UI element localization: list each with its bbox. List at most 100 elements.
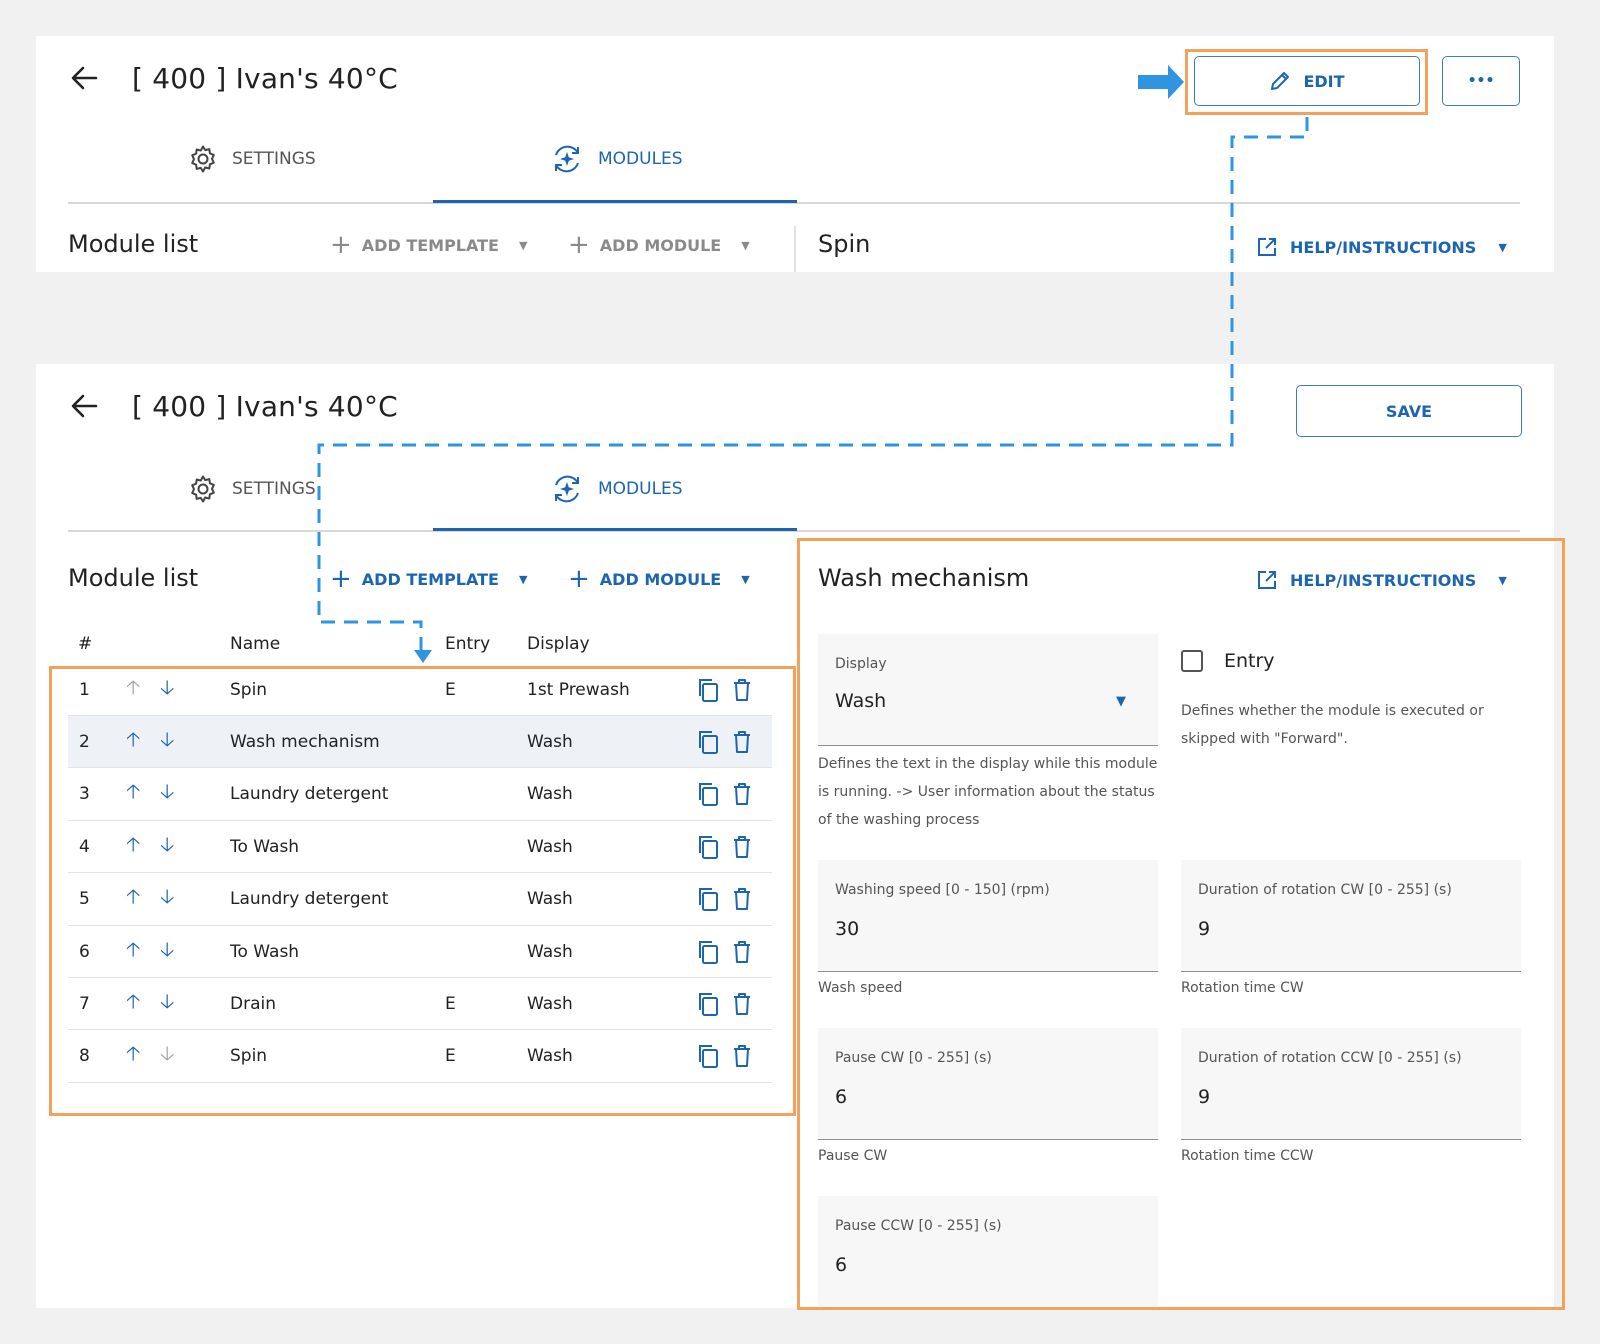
copy-icon[interactable] bbox=[696, 821, 720, 872]
more-options-button[interactable]: ••• bbox=[1442, 56, 1520, 106]
row-display: Wash bbox=[527, 1046, 573, 1067]
gear-icon bbox=[188, 144, 218, 174]
copy-icon[interactable] bbox=[696, 874, 720, 925]
copy-icon[interactable] bbox=[696, 664, 720, 715]
row-number: 1 bbox=[79, 679, 90, 700]
move-down-icon[interactable]: 🡣 bbox=[160, 674, 175, 699]
washing-speed-label: Washing speed [0 - 150] (rpm) bbox=[835, 882, 1050, 898]
row-name: To Wash bbox=[230, 836, 300, 857]
row-display: Wash bbox=[527, 889, 573, 910]
move-down-icon[interactable]: 🡣 bbox=[160, 831, 175, 856]
move-down-icon[interactable]: 🡣 bbox=[160, 726, 175, 751]
tab-settings-label: SETTINGS bbox=[232, 479, 316, 499]
pause-ccw-input[interactable]: Pause CCW [0 - 255] (s) 6 bbox=[818, 1196, 1158, 1306]
table-row[interactable]: 3 🡡 🡣 Laundry detergent Wash bbox=[68, 769, 772, 821]
rotation-cw-input[interactable]: Duration of rotation CW [0 - 255] (s) 9 bbox=[1181, 860, 1521, 972]
back-arrow-icon[interactable] bbox=[70, 392, 98, 420]
row-name: Laundry detergent bbox=[230, 889, 389, 910]
plus-icon: + bbox=[330, 230, 352, 260]
add-module-button[interactable]: + ADD MODULE ▼ bbox=[568, 564, 750, 594]
table-row[interactable]: 2 🡡 🡣 Wash mechanism Wash bbox=[68, 716, 772, 769]
move-down-icon[interactable]: 🡣 bbox=[160, 884, 175, 909]
active-tab-indicator bbox=[433, 528, 797, 531]
table-row[interactable]: 7 🡡 🡣 Drain E Wash bbox=[68, 978, 772, 1031]
move-down-icon[interactable]: 🡣 bbox=[160, 779, 175, 804]
washing-speed-input[interactable]: Washing speed [0 - 150] (rpm) 30 bbox=[818, 860, 1158, 972]
row-name: To Wash bbox=[230, 941, 300, 962]
move-up-icon[interactable]: 🡡 bbox=[126, 779, 141, 804]
washing-speed-hint: Wash speed bbox=[818, 980, 903, 996]
edit-button[interactable]: EDIT bbox=[1194, 56, 1420, 106]
chevron-down-icon: ▼ bbox=[518, 572, 528, 586]
row-display: Wash bbox=[527, 836, 573, 857]
move-up-icon[interactable]: 🡡 bbox=[126, 831, 141, 856]
delete-icon[interactable] bbox=[732, 978, 752, 1029]
move-down-icon[interactable]: 🡣 bbox=[160, 988, 175, 1013]
row-number: 3 bbox=[79, 784, 90, 805]
move-down-icon[interactable]: 🡣 bbox=[160, 1041, 175, 1066]
delete-icon[interactable] bbox=[732, 716, 752, 767]
delete-icon[interactable] bbox=[732, 1031, 752, 1082]
copy-icon[interactable] bbox=[696, 769, 720, 820]
move-up-icon[interactable]: 🡡 bbox=[126, 936, 141, 961]
delete-icon[interactable] bbox=[732, 821, 752, 872]
edit-highlight-box bbox=[1185, 49, 1428, 115]
tab-settings[interactable]: SETTINGS bbox=[188, 144, 316, 174]
row-name: Spin bbox=[230, 679, 268, 700]
row-name: Wash mechanism bbox=[230, 731, 380, 752]
table-row[interactable]: 5 🡡 🡣 Laundry detergent Wash bbox=[68, 874, 772, 926]
chevron-down-icon: ▼ bbox=[741, 572, 750, 586]
row-display: Wash bbox=[527, 941, 573, 962]
delete-icon[interactable] bbox=[732, 926, 752, 977]
module-list-title: Module list bbox=[68, 230, 199, 258]
table-row[interactable]: 6 🡡 🡣 To Wash Wash bbox=[68, 926, 772, 978]
display-select-value: Wash bbox=[835, 690, 887, 712]
save-button-label: SAVE bbox=[1385, 401, 1433, 421]
move-up-icon[interactable]: 🡡 bbox=[126, 674, 141, 699]
rotation-ccw-input[interactable]: Duration of rotation CCW [0 - 255] (s) 9 bbox=[1181, 1028, 1521, 1140]
table-row[interactable]: 1 🡡 🡣 Spin E 1st Prewash bbox=[68, 664, 772, 716]
delete-icon[interactable] bbox=[732, 769, 752, 820]
chevron-down-icon: ▼ bbox=[1498, 240, 1507, 254]
tab-modules[interactable]: MODULES bbox=[550, 142, 683, 176]
row-display: Wash bbox=[527, 993, 573, 1014]
row-number: 4 bbox=[79, 836, 90, 857]
move-up-icon[interactable]: 🡡 bbox=[126, 988, 141, 1013]
move-down-icon[interactable]: 🡣 bbox=[160, 936, 175, 961]
move-up-icon[interactable]: 🡡 bbox=[126, 726, 141, 751]
help-instructions-button[interactable]: HELP/INSTRUCTIONS ▼ bbox=[1256, 236, 1507, 258]
table-row[interactable]: 8 🡡 🡣 Spin E Wash bbox=[68, 1031, 772, 1083]
tab-settings[interactable]: SETTINGS bbox=[188, 474, 316, 504]
add-template-label: ADD TEMPLATE bbox=[361, 569, 499, 589]
copy-icon[interactable] bbox=[696, 926, 720, 977]
row-entry: E bbox=[445, 993, 456, 1014]
copy-icon[interactable] bbox=[696, 978, 720, 1029]
rotation-ccw-value: 9 bbox=[1198, 1086, 1211, 1108]
pause-ccw-label: Pause CCW [0 - 255] (s) bbox=[835, 1218, 1002, 1234]
copy-icon[interactable] bbox=[696, 1031, 720, 1082]
copy-icon[interactable] bbox=[696, 716, 720, 767]
tab-settings-label: SETTINGS bbox=[232, 149, 316, 169]
pause-cw-input[interactable]: Pause CW [0 - 255] (s) 6 bbox=[818, 1028, 1158, 1140]
save-button[interactable]: SAVE bbox=[1296, 385, 1522, 437]
rotation-ccw-label: Duration of rotation CCW [0 - 255] (s) bbox=[1198, 1050, 1462, 1066]
add-module-button[interactable]: + ADD MODULE ▼ bbox=[568, 232, 750, 258]
move-up-icon[interactable]: 🡡 bbox=[126, 1041, 141, 1066]
entry-hint: Defines whether the module is executed o… bbox=[1181, 703, 1484, 747]
delete-icon[interactable] bbox=[732, 664, 752, 715]
back-arrow-icon[interactable] bbox=[70, 64, 98, 92]
more-dots-icon: ••• bbox=[1467, 73, 1495, 89]
column-header-display: Display bbox=[527, 634, 590, 654]
display-select-label: Display bbox=[835, 656, 887, 672]
plus-icon: + bbox=[568, 564, 590, 594]
move-up-icon[interactable]: 🡡 bbox=[126, 884, 141, 909]
delete-icon[interactable] bbox=[732, 874, 752, 925]
add-template-button[interactable]: + ADD TEMPLATE ▼ bbox=[330, 230, 527, 260]
add-template-button[interactable]: + ADD TEMPLATE ▼ bbox=[330, 566, 528, 592]
column-header-name: Name bbox=[230, 634, 281, 654]
row-display: Wash bbox=[527, 731, 573, 752]
edit-button-label: EDIT bbox=[1303, 71, 1345, 91]
pencil-icon bbox=[1269, 70, 1291, 92]
table-row[interactable]: 4 🡡 🡣 To Wash Wash bbox=[68, 821, 772, 874]
tab-modules[interactable]: MODULES bbox=[550, 472, 683, 506]
